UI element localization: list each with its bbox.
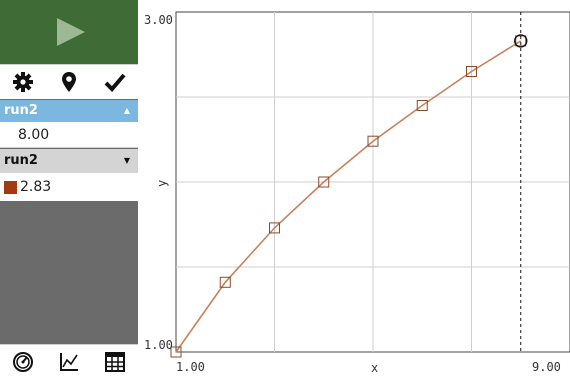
- series-line-layer: [175, 40, 522, 353]
- run-selector-header[interactable]: run2 ▲: [0, 100, 138, 122]
- x-axis-label: x: [371, 361, 378, 375]
- data-point[interactable]: [416, 100, 428, 111]
- data-point-layer: [170, 34, 528, 358]
- caret-up-icon[interactable]: ▲: [123, 106, 130, 115]
- data-point[interactable]: [269, 222, 280, 234]
- data-point[interactable]: [367, 135, 379, 147]
- series-value-row: 2.83: [0, 173, 138, 201]
- selected-point-marker[interactable]: [514, 34, 528, 48]
- series-value: 2.83: [20, 179, 52, 195]
- series-selector-label: run2: [4, 153, 38, 168]
- top-toolbar: [0, 64, 138, 99]
- sidebar: run2 ▲ 8.00 run2 ▼ 2.83: [0, 0, 138, 379]
- data-point[interactable]: [219, 276, 231, 288]
- checkmark-icon[interactable]: [101, 68, 129, 96]
- run-selector-label: run2: [4, 103, 38, 118]
- line-chart[interactable]: 3.00 1.00 1.00 9.00 x y: [138, 0, 570, 378]
- play-button[interactable]: [0, 0, 138, 64]
- data-point[interactable]: [170, 346, 182, 358]
- x-max-tick-label: 9.00: [532, 360, 561, 374]
- series-color-swatch: [4, 180, 17, 194]
- table-icon[interactable]: [101, 348, 129, 376]
- x-min-tick-label: 1.00: [176, 360, 205, 374]
- gear-icon[interactable]: [9, 68, 37, 96]
- graph-area[interactable]: 3.00 1.00 1.00 9.00 x y: [138, 0, 570, 378]
- grid: [175, 11, 570, 353]
- bottom-toolbar: [0, 344, 138, 379]
- y-min-tick-label: 1.00: [144, 338, 173, 352]
- data-point[interactable]: [515, 35, 527, 47]
- run-value: 8.00: [0, 122, 138, 148]
- play-icon[interactable]: [57, 18, 85, 46]
- meter-icon[interactable]: [9, 348, 37, 376]
- location-pin-icon[interactable]: [55, 68, 83, 96]
- data-point[interactable]: [466, 66, 477, 77]
- data-point[interactable]: [318, 176, 330, 188]
- y-max-tick-label: 3.00: [144, 13, 173, 27]
- series-selector-header[interactable]: run2 ▼: [0, 149, 138, 173]
- caret-down-icon[interactable]: ▼: [123, 156, 130, 165]
- graph-icon[interactable]: [55, 348, 83, 376]
- series-line: [175, 40, 522, 353]
- y-axis-label: y: [155, 180, 169, 187]
